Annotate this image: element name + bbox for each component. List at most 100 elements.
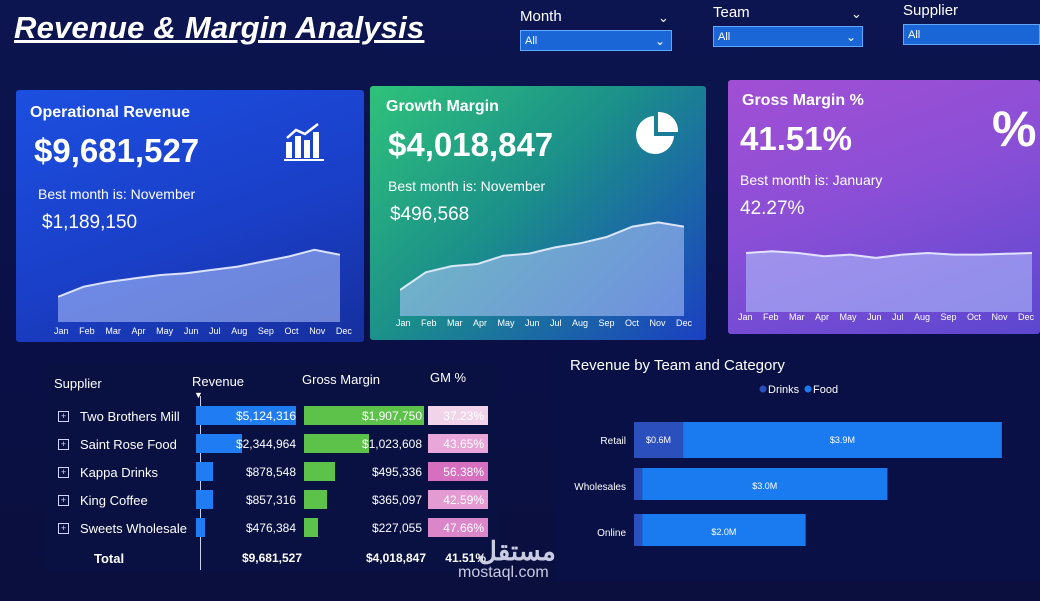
growth-margin-card[interactable]: Growth Margin $4,018,847 Best month is: … xyxy=(370,86,706,340)
legend-drinks[interactable]: Drinks xyxy=(768,384,800,396)
gm-bg xyxy=(428,518,488,537)
revenue-trend-area xyxy=(58,248,340,322)
collapse-chevron-icon[interactable]: ⌄ xyxy=(658,10,669,25)
drinks-bar[interactable] xyxy=(634,422,684,458)
drinks-bar[interactable] xyxy=(634,468,643,500)
team-filter: Team ⌄ All ⌄ xyxy=(713,4,863,54)
team-dropdown-value: All xyxy=(718,31,731,43)
gm-bg xyxy=(428,490,488,509)
header-supplier[interactable]: Supplier xyxy=(54,376,102,391)
watermark-latin: mostaql.com xyxy=(458,564,549,581)
month-tick: Jun xyxy=(866,312,882,322)
month-tick: Feb xyxy=(421,318,437,328)
table-row[interactable]: + Two Brothers Mill $5,124,316 $1,907,750 37… xyxy=(46,404,498,430)
card-title: Operational Revenue xyxy=(30,104,191,121)
month-axis: Jan Feb Mar Apr May Jun Jul Aug Sep Oct Nov Dec xyxy=(54,326,352,336)
expand-plus-icon[interactable]: + xyxy=(58,439,69,450)
gm-cell: 37.23% xyxy=(443,409,484,423)
table-row[interactable]: + Saint Rose Food $2,344,964 $1,023,608 43.6… xyxy=(46,432,498,458)
card-value: 41.51% xyxy=(740,120,852,157)
expand-plus-icon[interactable]: + xyxy=(58,523,69,534)
trend-line xyxy=(400,221,684,291)
expand-plus-icon[interactable]: + xyxy=(58,411,69,422)
table-row[interactable]: + Sweets Wholesale $476,384 $227,055 47.66% xyxy=(46,516,498,542)
margin-bar xyxy=(304,462,336,481)
month-tick: Aug xyxy=(231,326,248,336)
month-tick: Oct xyxy=(966,312,981,322)
expand-plus-icon[interactable]: + xyxy=(58,495,69,506)
month-tick: May xyxy=(839,312,857,322)
bar-chart-icon xyxy=(284,123,324,161)
month-tick: Apr xyxy=(131,326,146,336)
month-tick: Jan xyxy=(396,318,411,328)
margin-bar xyxy=(304,518,319,537)
team-dropdown[interactable]: All ⌄ xyxy=(713,26,863,47)
month-tick: Oct xyxy=(624,318,639,328)
supplier-table: Supplier Revenue ▼ Gross Margin GM % + Tw… xyxy=(46,364,498,572)
food-bar[interactable] xyxy=(642,468,888,500)
gm-pct-trend-area xyxy=(746,250,1032,312)
supplier-name: King Coffee xyxy=(80,493,148,508)
chart-title: Revenue by Team and Category xyxy=(570,357,785,374)
margin-bar xyxy=(304,490,327,509)
revenue-bar xyxy=(196,518,206,537)
month-tick: Mar xyxy=(105,326,121,336)
sort-desc-icon[interactable]: ▼ xyxy=(194,390,203,400)
month-tick: Jan xyxy=(738,312,753,322)
trend-area xyxy=(400,222,684,316)
collapse-chevron-icon[interactable]: ⌄ xyxy=(851,6,862,21)
chevron-down-icon: ⌄ xyxy=(845,30,856,44)
month-axis: Jan Feb Mar Apr May Jun Jul Aug Sep Oct Nov Dec xyxy=(738,312,1034,322)
trend-line xyxy=(58,248,340,298)
trend-area xyxy=(58,249,340,322)
table-row[interactable]: + King Coffee $857,316 $365,097 42.59% xyxy=(46,488,498,514)
header-revenue[interactable]: Revenue xyxy=(192,374,245,389)
header-gm-pct[interactable]: GM % xyxy=(430,370,467,385)
revenue-cell: $2,344,964 xyxy=(235,437,296,451)
margin-cell: $495,336 xyxy=(371,465,422,479)
header-gross-margin[interactable]: Gross Margin xyxy=(302,372,381,387)
margin-cell: $1,023,608 xyxy=(361,437,422,451)
page-title: Revenue & Margin Analysis xyxy=(14,10,425,45)
expand-plus-icon[interactable]: + xyxy=(58,467,69,478)
card-title: Growth Margin xyxy=(386,98,499,115)
drinks-bar[interactable] xyxy=(634,514,643,546)
card-value: $9,681,527 xyxy=(34,132,200,169)
total-gm-pct: 41.51% xyxy=(445,551,486,565)
month-tick: Aug xyxy=(913,312,930,322)
table-row[interactable]: + Kappa Drinks $878,548 $495,336 56.38% xyxy=(46,460,498,486)
month-tick: Jul xyxy=(891,312,904,322)
margin-cell: $1,907,750 xyxy=(361,409,422,423)
revenue-bar xyxy=(196,462,213,481)
month-tick: Nov xyxy=(991,312,1008,322)
gross-margin-pct-card[interactable]: Gross Margin % 41.51% Best month is: Jan… xyxy=(728,80,1040,334)
trend-area xyxy=(746,251,1032,312)
operational-revenue-card[interactable]: Operational Revenue $9,681,527 Best mont… xyxy=(16,90,364,342)
best-month-label: Best month is: November xyxy=(388,178,546,194)
gm-cell: 43.65% xyxy=(443,437,484,451)
revenue-cell: $878,548 xyxy=(245,465,296,479)
food-bar[interactable] xyxy=(683,422,1002,458)
month-tick: Jun xyxy=(524,318,540,328)
column-divider xyxy=(200,396,201,570)
category-label: Wholesales xyxy=(574,482,626,493)
revenue-cell: $476,384 xyxy=(245,521,296,535)
supplier-dropdown[interactable]: All xyxy=(903,24,1040,45)
month-tick: Oct xyxy=(284,326,299,336)
month-tick: Sep xyxy=(257,326,274,336)
legend-food[interactable]: Food xyxy=(813,384,838,396)
revenue-by-team-chart: Revenue by Team and Category Drinks Food… xyxy=(554,350,1040,582)
revenue-bar xyxy=(196,434,242,453)
bar-value-label: $3.9M xyxy=(830,435,855,445)
margin-cell: $365,097 xyxy=(371,493,422,507)
supplier-name: Kappa Drinks xyxy=(80,465,159,480)
month-dropdown[interactable]: All ⌄ xyxy=(520,30,672,51)
revenue-bar xyxy=(196,490,213,509)
food-bar[interactable] xyxy=(642,514,806,546)
revenue-cell: $5,124,316 xyxy=(235,409,296,423)
month-tick: Dec xyxy=(335,326,352,336)
margin-bar xyxy=(304,434,369,453)
total-revenue: $9,681,527 xyxy=(241,551,302,565)
category-label: Online xyxy=(597,528,626,539)
